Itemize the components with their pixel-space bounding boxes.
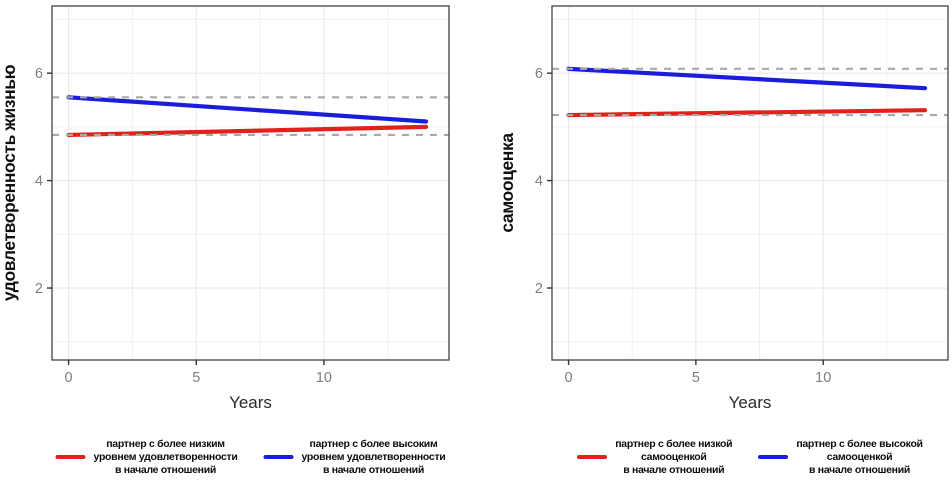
y-tick-label: 6 <box>535 66 543 82</box>
legend-item-higher-selfesteem: партнер с более высокой самооценкой в на… <box>758 438 923 476</box>
y-axis-title: самооценка <box>497 133 517 233</box>
chart-self-esteem: 2 4 6 0 5 10 Years самооценка партнер с более н… <box>476 0 952 504</box>
plot-life-satisfaction: 2 4 6 0 5 10 Years удовлетворенность жизнью <box>0 5 450 412</box>
y-tick-label: 4 <box>535 174 543 190</box>
x-tick-label: 0 <box>65 370 73 386</box>
legend-item-lower-satisfaction: партнер с более низким уровнем удовлетво… <box>55 438 238 476</box>
plot-self-esteem: 2 4 6 0 5 10 Years самооценка <box>497 5 949 412</box>
panel-border <box>51 5 450 361</box>
legend-label-higher-selfesteem: партнер с более высокой самооценкой в на… <box>796 438 923 476</box>
x-axis-title: Years <box>729 393 772 412</box>
chart-life-satisfaction: 2 4 6 0 5 10 Years удовлетворенность жизнью пар… <box>0 5 450 476</box>
series-line-partner-lower-initial-satisfaction <box>66 124 429 138</box>
series-line-partner-higher-initial-satisfaction <box>66 95 429 124</box>
y-tick-label: 2 <box>35 281 43 297</box>
legend-key-red <box>55 454 86 460</box>
x-tick-label: 5 <box>692 370 700 386</box>
x-tick-label: 5 <box>192 370 200 386</box>
legend-label-higher-satisfaction: партнер с более высоким уровнем удовлетв… <box>301 438 446 476</box>
x-axis-title: Years <box>229 393 272 412</box>
panel-border <box>551 5 949 361</box>
legend-self-esteem: партнер с более низкой самооценкой в нач… <box>512 438 952 476</box>
x-tick-label: 0 <box>565 370 573 386</box>
legend-key-blue <box>263 454 294 460</box>
legend-item-higher-satisfaction: партнер с более высоким уровнем удовлетв… <box>263 438 446 476</box>
y-axis-title: удовлетворенность жизнью <box>0 64 19 301</box>
y-tick-label: 4 <box>35 174 43 190</box>
legend-life-satisfaction: партнер с более низким уровнем удовлетво… <box>13 438 489 476</box>
series-line-partner-higher-initial-selfesteem <box>566 66 928 91</box>
y-tick-label: 2 <box>535 281 543 297</box>
legend-key-red <box>577 454 608 460</box>
legend-label-lower-selfesteem: партнер с более низкой самооценкой в нач… <box>615 438 733 476</box>
x-tick-label: 10 <box>815 370 831 386</box>
x-tick-label: 10 <box>316 370 332 386</box>
y-tick-label: 6 <box>35 66 43 82</box>
legend-label-lower-satisfaction: партнер с более низким уровнем удовлетво… <box>93 438 238 476</box>
legend-key-blue <box>758 454 789 460</box>
legend-item-lower-selfesteem: партнер с более низкой самооценкой в нач… <box>577 438 733 476</box>
